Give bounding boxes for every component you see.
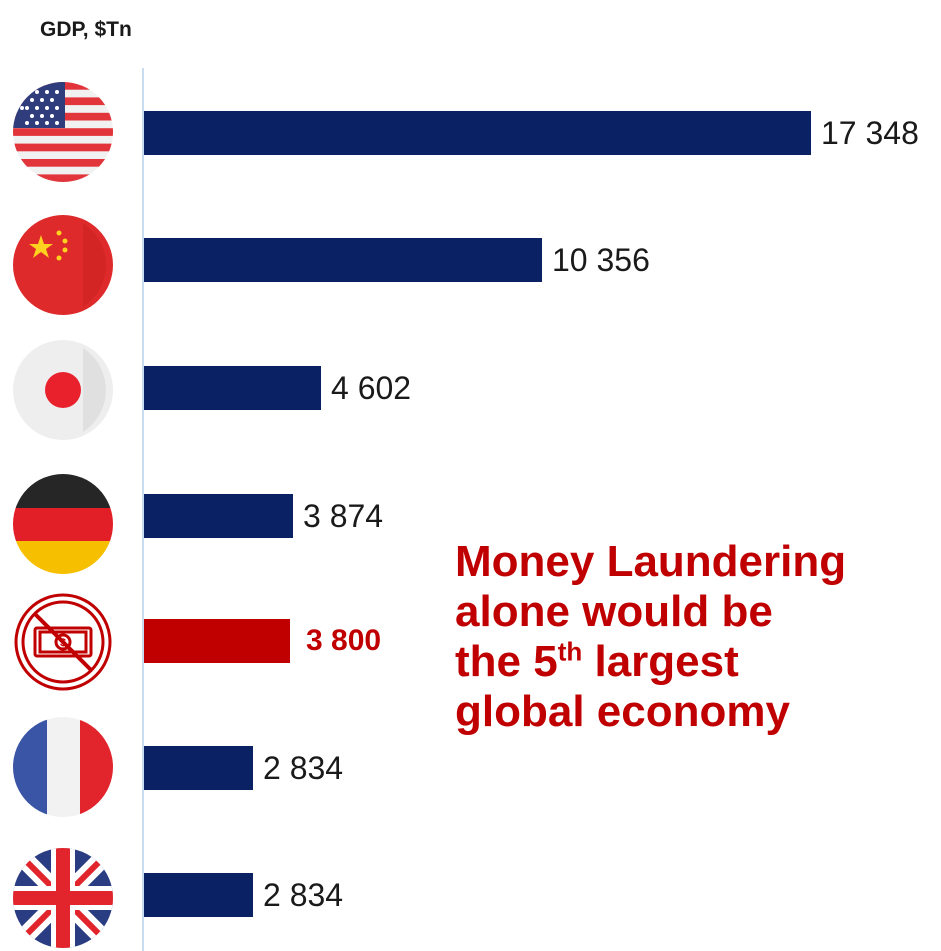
- bar-france: [144, 746, 253, 790]
- us-flag-icon: [13, 82, 113, 182]
- value-label: 2 834: [263, 750, 344, 786]
- value-label: 4 602: [331, 370, 412, 406]
- callout-line-3-pre: the 5: [455, 637, 558, 686]
- callout-line-4: global economy: [455, 687, 790, 736]
- bar-money-laundering: [144, 619, 290, 663]
- germany-flag-icon: [13, 474, 113, 574]
- bar-japan: [144, 366, 321, 410]
- y-axis-line: [142, 68, 144, 951]
- callout-line-3-post: largest: [582, 637, 739, 686]
- callout-line-3-sup: th: [557, 636, 583, 667]
- chart-title: GDP, $Tn: [40, 18, 132, 41]
- japan-flag-icon: [13, 340, 113, 440]
- value-label: 3 800: [306, 624, 382, 657]
- svg-text:$: $: [60, 637, 66, 649]
- value-label: 2 834: [263, 877, 344, 913]
- bar-united-kingdom: [144, 873, 253, 917]
- china-flag-icon: [13, 215, 113, 315]
- uk-flag-icon: [13, 848, 113, 948]
- value-label: 10 356: [552, 242, 650, 278]
- no-money-icon: $: [14, 593, 112, 691]
- value-label: 3 874: [303, 498, 384, 534]
- value-label: 17 348: [821, 115, 919, 151]
- callout-line-2: alone would be: [455, 587, 773, 636]
- bar-germany: [144, 494, 293, 538]
- callout-text: Money Laundering alone would be the 5th …: [455, 537, 915, 737]
- bar-china: [144, 238, 542, 282]
- callout-line-3: the 5th largest: [455, 637, 915, 687]
- france-flag-icon: [13, 717, 113, 817]
- callout-line-1: Money Laundering: [455, 537, 847, 586]
- bar-united-states: [144, 111, 811, 155]
